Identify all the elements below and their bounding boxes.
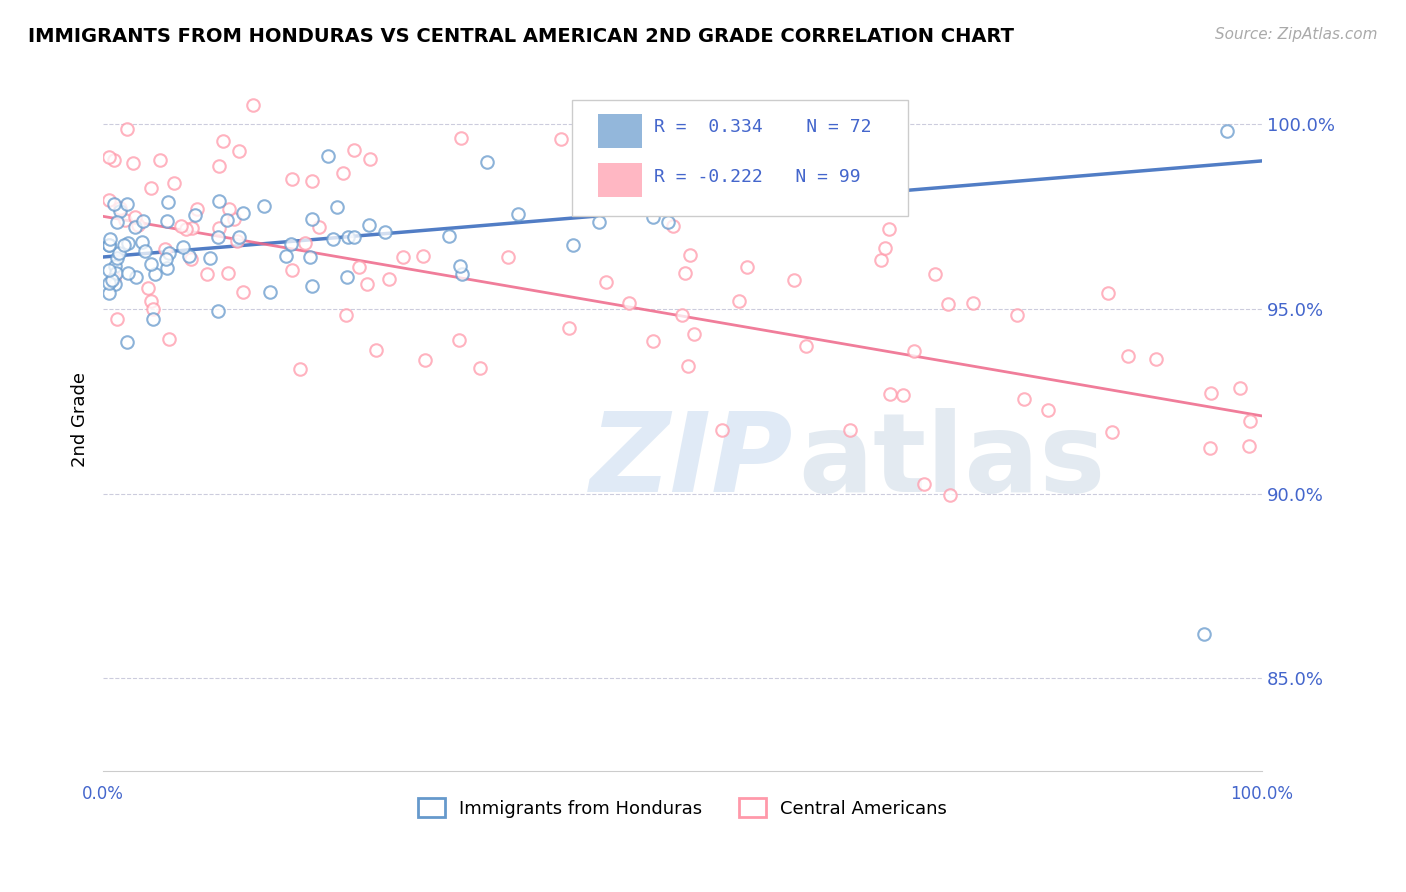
Bar bbox=[598, 163, 643, 197]
Text: ZIP: ZIP bbox=[589, 409, 793, 516]
Text: 0.0%: 0.0% bbox=[82, 785, 124, 803]
FancyBboxPatch shape bbox=[572, 100, 908, 216]
Text: Source: ZipAtlas.com: Source: ZipAtlas.com bbox=[1215, 27, 1378, 42]
Y-axis label: 2nd Grade: 2nd Grade bbox=[72, 372, 89, 467]
Bar bbox=[598, 114, 643, 148]
Text: R =  0.334    N = 72: R = 0.334 N = 72 bbox=[654, 118, 872, 136]
Text: R = -0.222   N = 99: R = -0.222 N = 99 bbox=[654, 169, 860, 186]
Text: IMMIGRANTS FROM HONDURAS VS CENTRAL AMERICAN 2ND GRADE CORRELATION CHART: IMMIGRANTS FROM HONDURAS VS CENTRAL AMER… bbox=[28, 27, 1014, 45]
Text: 100.0%: 100.0% bbox=[1230, 785, 1294, 803]
Legend: Immigrants from Honduras, Central Americans: Immigrants from Honduras, Central Americ… bbox=[411, 791, 955, 825]
Text: atlas: atlas bbox=[799, 409, 1105, 516]
